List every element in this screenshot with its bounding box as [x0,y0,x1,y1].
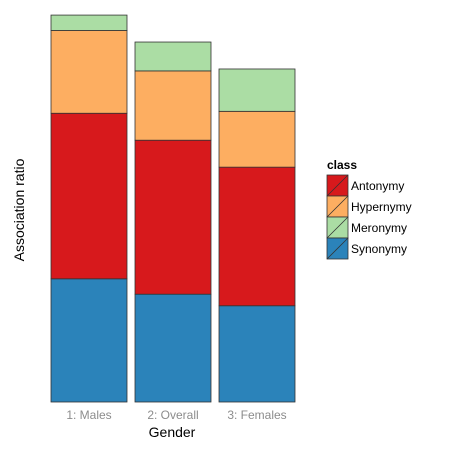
bar-synonymy-3 [218,305,296,403]
bars-layer [50,14,296,403]
bar-hypernymy-2 [134,70,212,141]
bar-hypernymy-1 [50,30,128,114]
y-axis-title: Association ratio [11,158,27,261]
x-tick-labels: 1: Males 2: Overall 3: Females [66,408,286,422]
legend-key-slash [326,216,349,239]
x-tick-label: 1: Males [66,408,111,422]
legend-label-synonymy: Synonymy [351,242,407,256]
legend-key-slash [326,174,349,197]
legend-title: class [327,158,357,172]
bar-synonymy-2 [134,293,212,403]
bar-meronymy-3 [218,68,296,112]
legend-label-meronymy: Meronymy [351,221,407,235]
bar-antonymy-1 [50,112,128,280]
bar-hypernymy-3 [218,110,296,168]
x-tick-label: 3: Females [227,408,286,422]
x-axis-title: Gender [149,424,196,440]
bar-meronymy-2 [134,41,212,72]
legend-key-slash [326,195,349,218]
legend: class Antonymy Hypernymy Meronymy Synonymy [326,158,412,260]
legend-key-slash [326,237,349,260]
bar-synonymy-1 [50,278,128,403]
bar-meronymy-1 [50,14,128,31]
bar-antonymy-3 [218,166,296,307]
legend-label-hypernymy: Hypernymy [351,200,412,214]
legend-label-antonymy: Antonymy [351,179,404,193]
x-tick-label: 2: Overall [147,408,198,422]
bar-antonymy-2 [134,139,212,295]
